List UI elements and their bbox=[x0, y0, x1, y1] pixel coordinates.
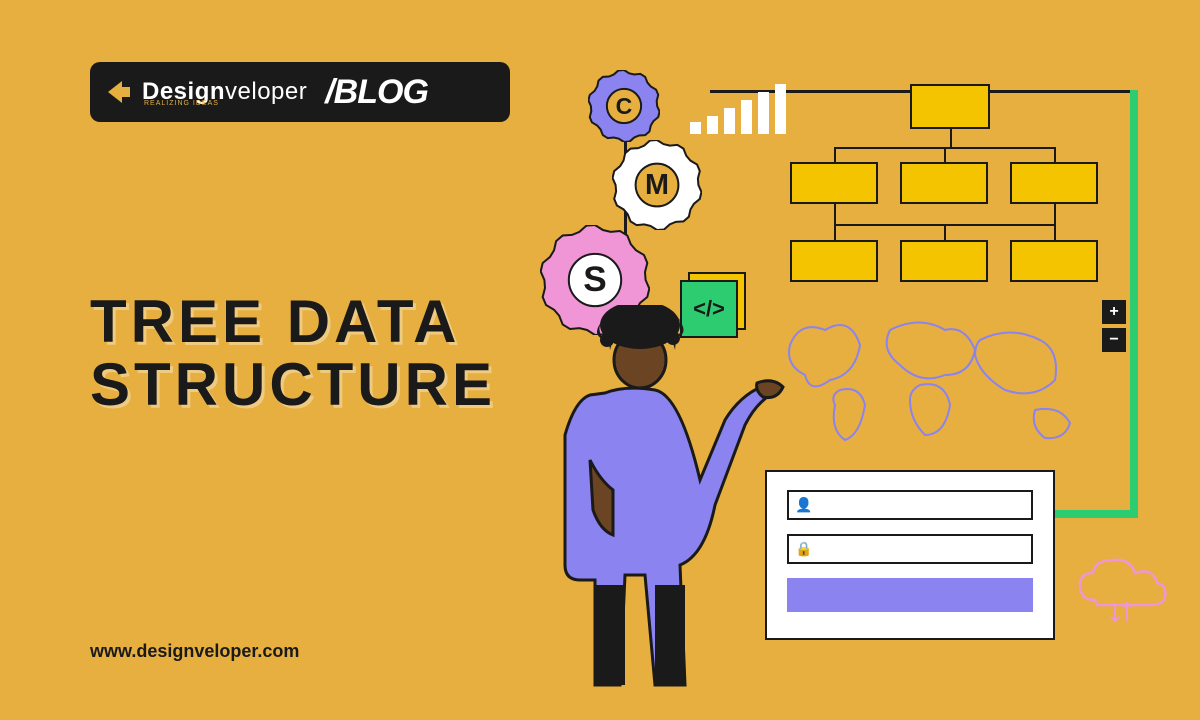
lock-icon: 🔒 bbox=[795, 541, 812, 558]
tree-node bbox=[910, 84, 990, 129]
zoom-in-button[interactable]: + bbox=[1102, 300, 1126, 324]
tree-edge bbox=[834, 204, 836, 224]
user-icon: 👤 bbox=[795, 497, 812, 514]
username-field[interactable]: 👤 bbox=[787, 490, 1033, 520]
tree-edge bbox=[950, 129, 952, 147]
title-line-1: TREE DATA bbox=[90, 290, 496, 353]
bar bbox=[724, 108, 735, 134]
tree-edge bbox=[944, 224, 946, 240]
zoom-out-button[interactable]: − bbox=[1102, 328, 1126, 352]
bar bbox=[690, 122, 701, 134]
tree-node bbox=[1010, 240, 1098, 282]
login-button[interactable] bbox=[787, 578, 1033, 612]
logo-blog-label: /BLOG bbox=[325, 73, 428, 112]
logo-tagline: REALIZING IDEAS bbox=[144, 100, 219, 107]
cloud-icon bbox=[1075, 555, 1170, 625]
tree-edge bbox=[1054, 224, 1056, 240]
illustration: CMS </> + − bbox=[560, 70, 1140, 660]
tree-node bbox=[790, 240, 878, 282]
tree-edge bbox=[1054, 204, 1056, 224]
bar bbox=[775, 84, 786, 134]
website-url: www.designveloper.com bbox=[90, 641, 299, 662]
logo-badge: Designveloper REALIZING IDEAS /BLOG bbox=[90, 62, 510, 122]
tree-edge bbox=[834, 224, 836, 240]
tree-edge bbox=[834, 224, 944, 226]
tree-node bbox=[900, 162, 988, 204]
zoom-controls: + − bbox=[1102, 300, 1126, 352]
logo-arrow-icon bbox=[104, 77, 134, 107]
gear-m-icon: M bbox=[612, 140, 702, 230]
tree-diagram bbox=[790, 84, 1110, 284]
bar bbox=[741, 100, 752, 134]
frame-right bbox=[1130, 90, 1138, 510]
gear-c-icon: C bbox=[588, 70, 660, 142]
tree-node bbox=[790, 162, 878, 204]
bar bbox=[758, 92, 769, 134]
tree-node bbox=[1010, 162, 1098, 204]
login-card: 👤 🔒 bbox=[765, 470, 1055, 640]
tree-edge bbox=[1054, 147, 1056, 162]
tree-node bbox=[900, 240, 988, 282]
world-map-icon bbox=[780, 305, 1090, 455]
tree-edge bbox=[944, 224, 1054, 226]
bar bbox=[707, 116, 718, 134]
mini-bar-chart bbox=[690, 84, 786, 134]
tree-edge bbox=[834, 147, 836, 162]
password-field[interactable]: 🔒 bbox=[787, 534, 1033, 564]
page-title: TREE DATA STRUCTURE bbox=[90, 290, 496, 416]
person-illustration bbox=[505, 305, 785, 695]
title-line-2: STRUCTURE bbox=[90, 353, 496, 416]
tree-edge bbox=[944, 147, 946, 162]
